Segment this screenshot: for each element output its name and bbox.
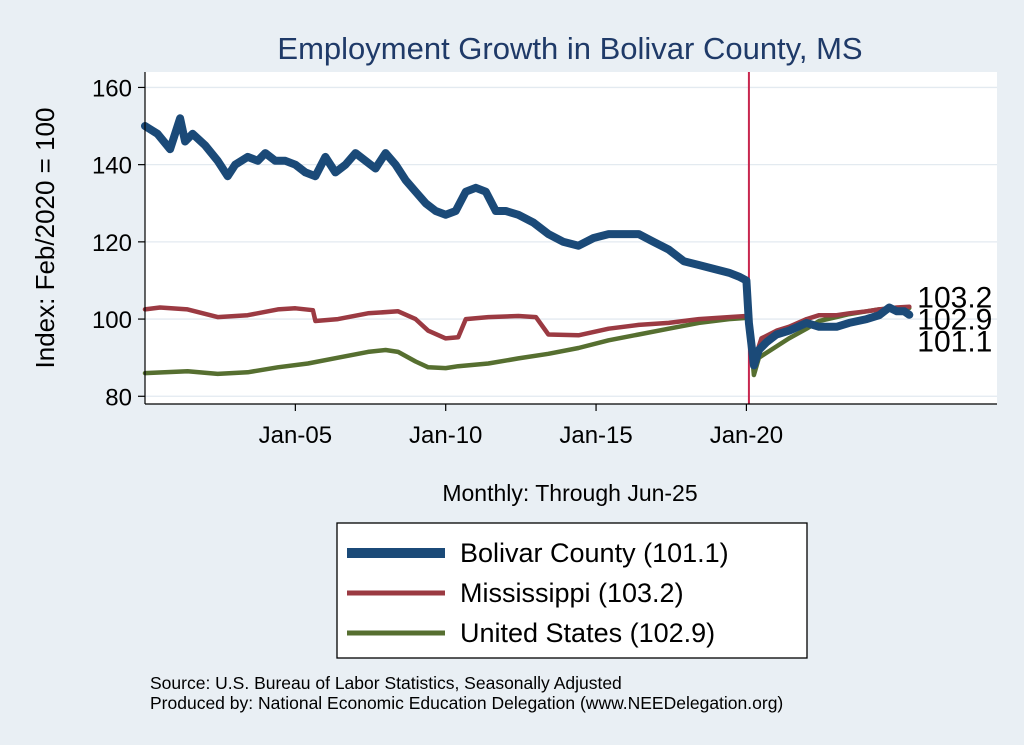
series-line-united-states: [142, 305, 912, 378]
end-label-mississippi: 103.2: [917, 282, 992, 315]
series-line-bolivar: [141, 114, 914, 370]
legend: Bolivar County (101.1) Mississippi (103.…: [336, 522, 808, 659]
producer-line: Produced by: National Economic Education…: [150, 693, 784, 713]
end-label-united-states: 102.9: [917, 304, 992, 337]
x-axis-label: Monthly: Through Jun-25: [442, 480, 697, 506]
axes: [144, 72, 997, 405]
y-axis-label: Index: Feb/2020 = 100: [30, 108, 60, 369]
legend-label-united-states: United States (102.9): [460, 618, 715, 648]
y-tick-label: 100: [92, 307, 132, 334]
source-line: Source: U.S. Bureau of Labor Statistics,…: [150, 673, 622, 693]
x-tick-label: Jan-20: [710, 422, 783, 449]
y-tick-label: 120: [92, 230, 132, 257]
y-tick-label: 80: [105, 384, 132, 411]
y-tick-label: 160: [92, 75, 132, 102]
legend-label-bolivar: Bolivar County (101.1): [460, 538, 729, 568]
x-tick-label: Jan-05: [259, 422, 332, 449]
ticks: 80 100 120 140 160 Jan-05 Jan-10 Jan-15 Jan-20: [92, 75, 783, 449]
plot-area: [145, 72, 997, 404]
end-label-bolivar: 101.1: [917, 326, 992, 359]
x-tick-label: Jan-15: [559, 422, 632, 449]
series-line-mississippi: [142, 304, 912, 364]
legend-label-mississippi: Mississippi (103.2): [460, 578, 684, 608]
source-note: Source: U.S. Bureau of Labor Statistics,…: [150, 673, 783, 713]
series-layer: [141, 114, 914, 378]
x-tick-label: Jan-10: [409, 422, 482, 449]
y-tick-label: 140: [92, 153, 132, 180]
chart-title: Employment Growth in Bolivar County, MS: [277, 31, 862, 66]
